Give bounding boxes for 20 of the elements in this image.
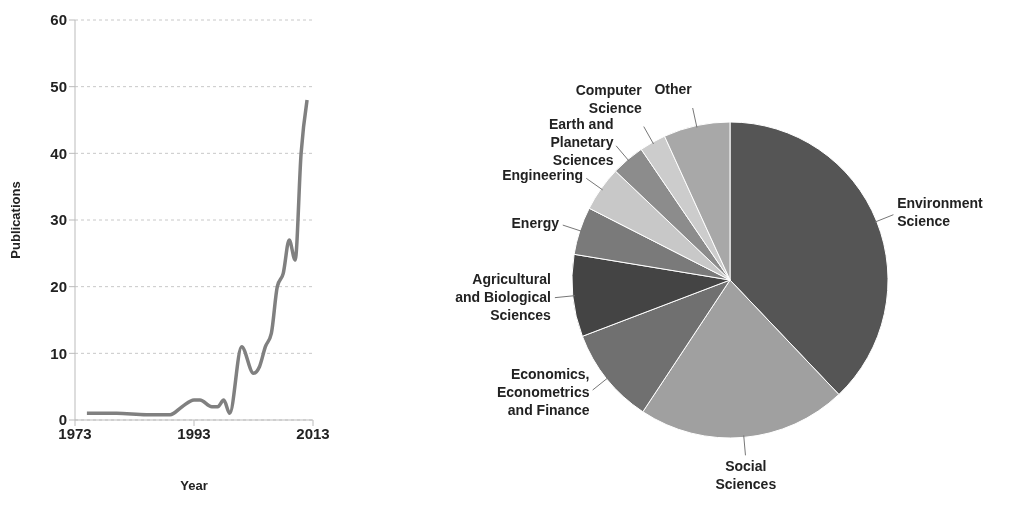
y-tick-label: 50	[50, 77, 67, 95]
slice-label: Other	[654, 80, 693, 97]
x-tick-label: 2013	[296, 424, 330, 442]
line-series	[85, 98, 309, 417]
y-axis-title: Publications	[7, 181, 23, 259]
y-tick-label: 30	[50, 211, 67, 229]
slice-label: Energy	[511, 214, 560, 231]
slice-label: Agricultural and Biological Sciences	[455, 270, 552, 323]
slice-label: Engineering	[502, 166, 584, 183]
y-tick-label: 40	[50, 144, 67, 162]
y-tick-label: 60	[50, 11, 67, 29]
slice-label: Economics, Econometrics and Finance	[496, 365, 590, 418]
x-tick-label: 1993	[177, 424, 211, 442]
y-tick-label: 20	[50, 277, 67, 295]
slice-label: Earth and Planetary Sciences	[548, 115, 614, 168]
slice-label: Computer Science	[575, 81, 643, 116]
x-axis-title: Year	[180, 478, 208, 493]
slice-label: Environment Science	[897, 194, 984, 229]
y-tick-label: 10	[50, 344, 67, 362]
slice-label: Social Sciences	[715, 458, 777, 493]
